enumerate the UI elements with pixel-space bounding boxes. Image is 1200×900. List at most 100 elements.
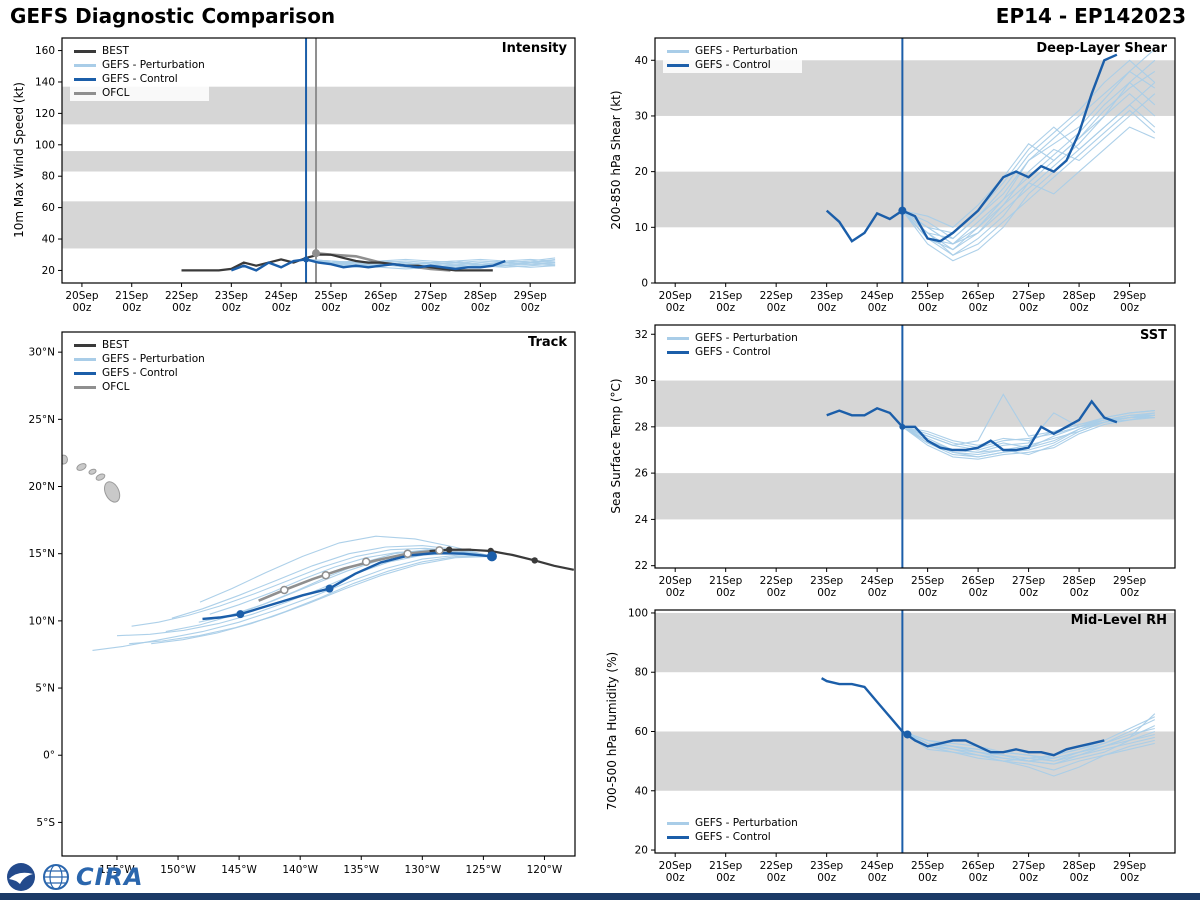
svg-text:25Sep: 25Sep xyxy=(911,575,944,587)
svg-text:5°S: 5°S xyxy=(36,817,55,829)
svg-text:00z: 00z xyxy=(1070,872,1089,884)
svg-text:30: 30 xyxy=(635,375,648,387)
cira-logo-text: CIRA xyxy=(76,863,144,891)
intensity-legend: BEST GEFS - Perturbation GEFS - Control … xyxy=(70,43,209,101)
svg-text:00z: 00z xyxy=(371,302,390,314)
svg-text:160: 160 xyxy=(35,45,55,57)
svg-text:28Sep: 28Sep xyxy=(1062,860,1095,872)
perturbation-line-swatch xyxy=(667,336,689,340)
control-line-swatch xyxy=(667,350,689,354)
perturbation-line-swatch xyxy=(667,821,689,825)
ofcl-line-swatch xyxy=(74,385,96,389)
panel-title-sst: SST xyxy=(1139,328,1167,343)
svg-text:00z: 00z xyxy=(918,872,937,884)
legend-row-control: GEFS - Control xyxy=(667,830,798,844)
svg-text:30°N: 30°N xyxy=(29,347,55,359)
svg-text:20: 20 xyxy=(635,845,648,857)
svg-text:24Sep: 24Sep xyxy=(265,290,298,302)
svg-text:20°N: 20°N xyxy=(29,481,55,493)
svg-text:00z: 00z xyxy=(969,872,988,884)
svg-text:0: 0 xyxy=(641,278,648,290)
svg-text:60: 60 xyxy=(635,726,648,738)
svg-text:25Sep: 25Sep xyxy=(314,290,347,302)
svg-text:80: 80 xyxy=(635,667,648,679)
legend-row-perturbation: GEFS - Perturbation xyxy=(667,331,798,345)
perturbation-line-swatch xyxy=(667,49,689,53)
svg-text:40: 40 xyxy=(635,55,648,67)
svg-text:00z: 00z xyxy=(969,587,988,599)
svg-text:00z: 00z xyxy=(322,302,341,314)
svg-text:00z: 00z xyxy=(1070,302,1089,314)
svg-text:00z: 00z xyxy=(767,302,786,314)
svg-text:00z: 00z xyxy=(272,302,291,314)
svg-text:25Sep: 25Sep xyxy=(911,860,944,872)
svg-text:5°N: 5°N xyxy=(35,683,55,695)
svg-text:00z: 00z xyxy=(172,302,191,314)
svg-text:100: 100 xyxy=(35,139,55,151)
svg-text:25°N: 25°N xyxy=(29,414,55,426)
best-line-swatch xyxy=(74,49,96,53)
svg-text:21Sep: 21Sep xyxy=(115,290,148,302)
svg-text:10°N: 10°N xyxy=(29,615,55,627)
logo-area: CIRA xyxy=(6,862,144,892)
panel-title-rh: Mid-Level RH xyxy=(1070,613,1167,628)
svg-text:60: 60 xyxy=(42,202,55,214)
svg-text:100: 100 xyxy=(628,607,648,619)
svg-text:00z: 00z xyxy=(716,302,735,314)
ylabel-intensity: 10m Max Wind Speed (kt) xyxy=(12,82,26,238)
svg-text:24: 24 xyxy=(635,514,649,526)
svg-text:135°W: 135°W xyxy=(343,864,379,876)
legend-row-ofcl: OFCL xyxy=(74,86,205,100)
noaa-logo xyxy=(7,863,35,891)
svg-text:145°W: 145°W xyxy=(221,864,257,876)
svg-text:29Sep: 29Sep xyxy=(1113,575,1146,587)
svg-text:00z: 00z xyxy=(918,587,937,599)
svg-text:140: 140 xyxy=(35,76,55,88)
svg-text:00z: 00z xyxy=(1120,302,1139,314)
svg-text:15°N: 15°N xyxy=(29,548,55,560)
panel-title-track: Track xyxy=(528,335,567,350)
svg-text:26Sep: 26Sep xyxy=(364,290,397,302)
legend-label-control: GEFS - Control xyxy=(102,367,178,379)
footer-bar xyxy=(0,893,1200,900)
svg-text:80: 80 xyxy=(42,171,55,183)
panel-title-intensity: Intensity xyxy=(501,41,567,56)
svg-text:24Sep: 24Sep xyxy=(861,575,894,587)
svg-text:20Sep: 20Sep xyxy=(65,290,98,302)
legend-row-perturbation: GEFS - Perturbation xyxy=(74,352,205,366)
svg-text:00z: 00z xyxy=(666,872,685,884)
svg-text:00z: 00z xyxy=(122,302,141,314)
svg-text:10: 10 xyxy=(635,222,648,234)
storm-id: EP14 - EP142023 xyxy=(995,4,1186,28)
control-line-swatch xyxy=(667,63,689,67)
svg-text:00z: 00z xyxy=(767,872,786,884)
cira-globe-icon xyxy=(43,864,69,890)
svg-text:26Sep: 26Sep xyxy=(962,290,995,302)
svg-text:00z: 00z xyxy=(471,302,490,314)
perturbation-line-swatch xyxy=(74,357,96,361)
svg-text:00z: 00z xyxy=(222,302,241,314)
svg-text:20Sep: 20Sep xyxy=(659,290,692,302)
svg-text:00z: 00z xyxy=(767,587,786,599)
legend-label-best: BEST xyxy=(102,45,129,57)
svg-text:00z: 00z xyxy=(868,872,887,884)
svg-text:27Sep: 27Sep xyxy=(414,290,447,302)
legend-row-best: BEST xyxy=(74,44,205,58)
legend-row-perturbation: GEFS - Perturbation xyxy=(667,44,798,58)
svg-text:24Sep: 24Sep xyxy=(861,860,894,872)
svg-text:00z: 00z xyxy=(868,302,887,314)
svg-text:29Sep: 29Sep xyxy=(514,290,547,302)
svg-text:22Sep: 22Sep xyxy=(760,290,793,302)
svg-text:22Sep: 22Sep xyxy=(165,290,198,302)
svg-text:29Sep: 29Sep xyxy=(1113,290,1146,302)
svg-text:30: 30 xyxy=(635,110,648,122)
svg-text:23Sep: 23Sep xyxy=(215,290,248,302)
svg-text:40: 40 xyxy=(42,234,55,246)
svg-text:40: 40 xyxy=(635,785,648,797)
svg-text:00z: 00z xyxy=(817,302,836,314)
ylabel-rh: 700-500 hPa Humidity (%) xyxy=(605,651,619,811)
svg-text:24Sep: 24Sep xyxy=(861,290,894,302)
svg-text:28Sep: 28Sep xyxy=(464,290,497,302)
svg-text:155°W: 155°W xyxy=(99,864,135,876)
